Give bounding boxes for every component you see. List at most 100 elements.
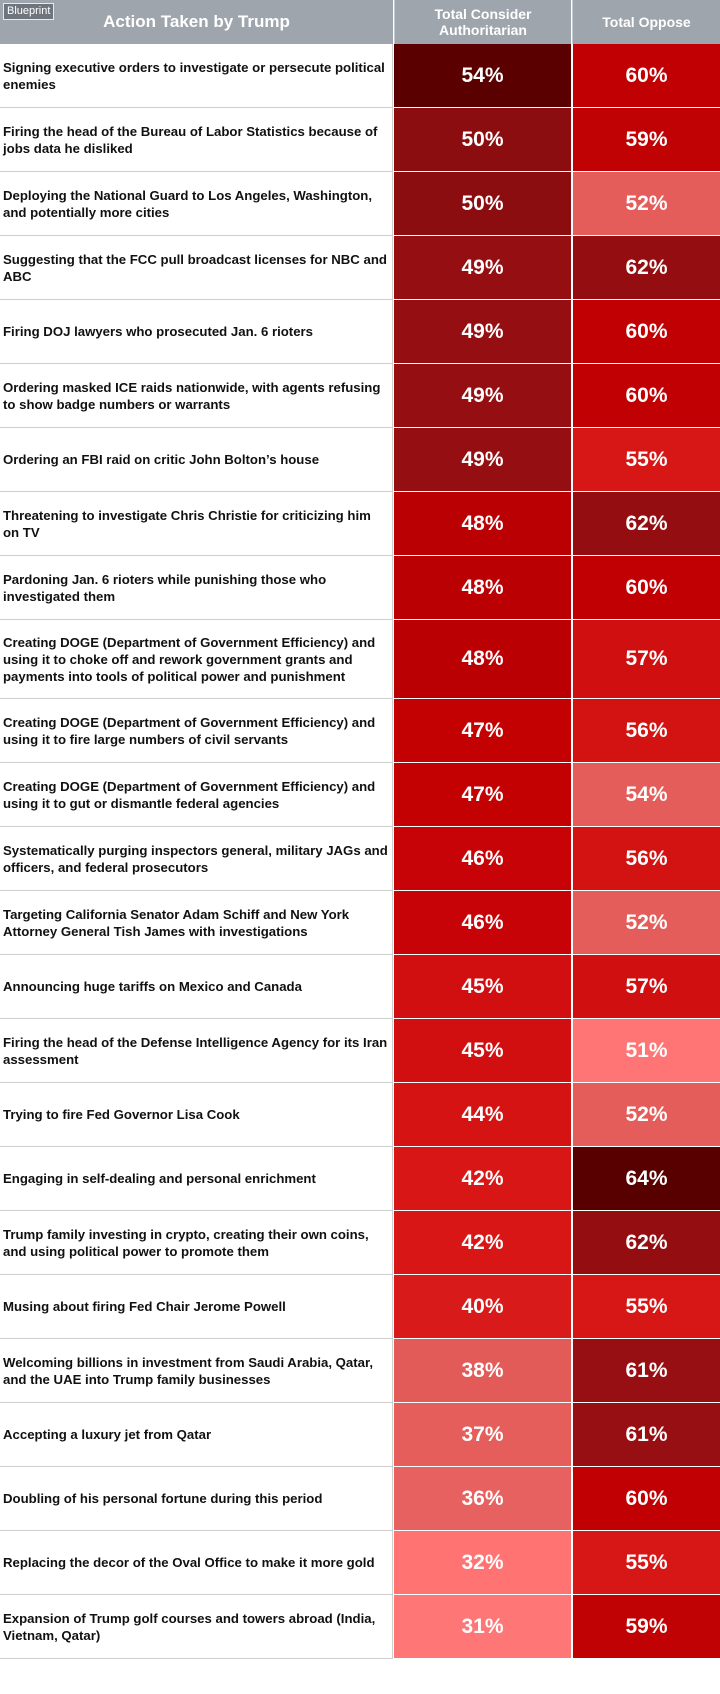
table-row: Ordering masked ICE raids nationwide, wi… — [0, 364, 720, 428]
authoritarian-cell: 49% — [394, 300, 571, 364]
action-label: Creating DOGE (Department of Government … — [0, 699, 393, 763]
action-text: Accepting a luxury jet from Qatar — [3, 1427, 212, 1442]
action-text: Creating DOGE (Department of Government … — [3, 714, 376, 747]
action-label: Targeting California Senator Adam Schiff… — [0, 891, 393, 955]
action-text: Ordering an FBI raid on critic John Bolt… — [3, 452, 320, 467]
authoritarian-cell: 42% — [394, 1147, 571, 1211]
action-text: Engaging in self-dealing and personal en… — [3, 1171, 316, 1186]
table-row: Welcoming billions in investment from Sa… — [0, 1339, 720, 1403]
authoritarian-cell: 44% — [394, 1083, 571, 1147]
oppose-cell: 62% — [572, 236, 720, 300]
header-authoritarian-label: Total Consider Authoritarian — [434, 6, 532, 38]
table-header: Action Taken by Trump Total Consider Aut… — [0, 0, 720, 44]
table-row: Replacing the decor of the Oval Office t… — [0, 1531, 720, 1595]
table-row: Firing the head of the Bureau of Labor S… — [0, 108, 720, 172]
action-label: Ordering masked ICE raids nationwide, wi… — [0, 364, 393, 428]
authoritarian-cell: 46% — [394, 827, 571, 891]
action-label: Ordering an FBI raid on critic John Bolt… — [0, 428, 393, 492]
action-text: Welcoming billions in investment from Sa… — [3, 1354, 374, 1387]
table-row: Trump family investing in crypto, creati… — [0, 1211, 720, 1275]
table-row: Ordering an FBI raid on critic John Bolt… — [0, 428, 720, 492]
action-text: Firing DOJ lawyers who prosecuted Jan. 6… — [3, 324, 313, 339]
authoritarian-cell: 36% — [394, 1467, 571, 1531]
oppose-cell: 61% — [572, 1403, 720, 1467]
table-row: Creating DOGE (Department of Government … — [0, 620, 720, 699]
table-row: Doubling of his personal fortune during … — [0, 1467, 720, 1531]
oppose-cell: 64% — [572, 1147, 720, 1211]
action-text: Threatening to investigate Chris Christi… — [3, 507, 371, 540]
table-row: Signing executive orders to investigate … — [0, 44, 720, 108]
oppose-cell: 52% — [572, 172, 720, 236]
action-text: Firing the head of the Defense Intellige… — [3, 1034, 388, 1067]
oppose-cell: 51% — [572, 1019, 720, 1083]
action-label: Trump family investing in crypto, creati… — [0, 1211, 393, 1275]
oppose-cell: 55% — [572, 428, 720, 492]
table-row: Trying to fire Fed Governor Lisa Cook 44%… — [0, 1083, 720, 1147]
action-label: Welcoming billions in investment from Sa… — [0, 1339, 393, 1403]
action-text: Creating DOGE (Department of Government … — [3, 634, 376, 684]
oppose-cell: 57% — [572, 955, 720, 1019]
header-authoritarian: Total Consider Authoritarian — [394, 0, 571, 44]
action-label: Threatening to investigate Chris Christi… — [0, 492, 393, 556]
header-oppose: Total Oppose — [572, 0, 720, 44]
action-text: Replacing the decor of the Oval Office t… — [3, 1555, 375, 1570]
table-row: Expansion of Trump golf courses and towe… — [0, 1595, 720, 1659]
action-label: Signing executive orders to investigate … — [0, 44, 393, 108]
oppose-cell: 56% — [572, 699, 720, 763]
authoritarian-cell: 48% — [394, 492, 571, 556]
table-row: Targeting California Senator Adam Schiff… — [0, 891, 720, 955]
table-row: Creating DOGE (Department of Government … — [0, 763, 720, 827]
authoritarian-cell: 45% — [394, 955, 571, 1019]
header-oppose-label: Total Oppose — [602, 14, 691, 30]
action-label: Firing the head of the Defense Intellige… — [0, 1019, 393, 1083]
action-label: Suggesting that the FCC pull broadcast l… — [0, 236, 393, 300]
oppose-cell: 60% — [572, 556, 720, 620]
oppose-cell: 60% — [572, 1467, 720, 1531]
action-label: Systematically purging inspectors genera… — [0, 827, 393, 891]
action-label: Accepting a luxury jet from Qatar — [0, 1403, 393, 1467]
table-row: Deploying the National Guard to Los Ange… — [0, 172, 720, 236]
oppose-cell: 59% — [572, 108, 720, 172]
action-text: Ordering masked ICE raids nationwide, wi… — [3, 379, 381, 412]
oppose-cell: 62% — [572, 492, 720, 556]
action-label: Announcing huge tariffs on Mexico and Ca… — [0, 955, 393, 1019]
oppose-cell: 60% — [572, 300, 720, 364]
authoritarian-cell: 42% — [394, 1211, 571, 1275]
table-row: Firing DOJ lawyers who prosecuted Jan. 6… — [0, 300, 720, 364]
action-text: Announcing huge tariffs on Mexico and Ca… — [3, 979, 302, 994]
action-text: Pardoning Jan. 6 rioters while punishing… — [3, 571, 327, 604]
authoritarian-cell: 49% — [394, 364, 571, 428]
authoritarian-cell: 49% — [394, 428, 571, 492]
authoritarian-cell: 49% — [394, 236, 571, 300]
header-action: Action Taken by Trump — [0, 0, 393, 44]
authoritarian-cell: 32% — [394, 1531, 571, 1595]
authoritarian-cell: 38% — [394, 1339, 571, 1403]
action-text: Deploying the National Guard to Los Ange… — [3, 187, 373, 220]
authoritarian-cell: 50% — [394, 172, 571, 236]
action-text: Musing about firing Fed Chair Jerome Pow… — [3, 1299, 286, 1314]
action-text: Suggesting that the FCC pull broadcast l… — [3, 251, 387, 284]
action-text: Creating DOGE (Department of Government … — [3, 778, 376, 811]
action-text: Signing executive orders to investigate … — [3, 59, 385, 92]
action-text: Doubling of his personal fortune during … — [3, 1491, 323, 1506]
authoritarian-cell: 40% — [394, 1275, 571, 1339]
authoritarian-cell: 50% — [394, 108, 571, 172]
action-text: Expansion of Trump golf courses and towe… — [3, 1610, 376, 1643]
action-label: Trying to fire Fed Governor Lisa Cook — [0, 1083, 393, 1147]
oppose-cell: 54% — [572, 763, 720, 827]
action-label: Firing DOJ lawyers who prosecuted Jan. 6… — [0, 300, 393, 364]
table-row: Musing about firing Fed Chair Jerome Pow… — [0, 1275, 720, 1339]
action-label: Firing the head of the Bureau of Labor S… — [0, 108, 393, 172]
authoritarian-cell: 37% — [394, 1403, 571, 1467]
oppose-cell: 60% — [572, 44, 720, 108]
header-action-label: Action Taken by Trump — [103, 12, 290, 31]
authoritarian-cell: 47% — [394, 699, 571, 763]
oppose-cell: 55% — [572, 1531, 720, 1595]
oppose-cell: 59% — [572, 1595, 720, 1659]
oppose-cell: 52% — [572, 891, 720, 955]
blueprint-logo: Blueprint — [3, 3, 55, 20]
action-text: Trying to fire Fed Governor Lisa Cook — [3, 1107, 240, 1122]
oppose-cell: 60% — [572, 364, 720, 428]
action-label: Pardoning Jan. 6 rioters while punishing… — [0, 556, 393, 620]
action-text: Trump family investing in crypto, creati… — [3, 1226, 369, 1259]
